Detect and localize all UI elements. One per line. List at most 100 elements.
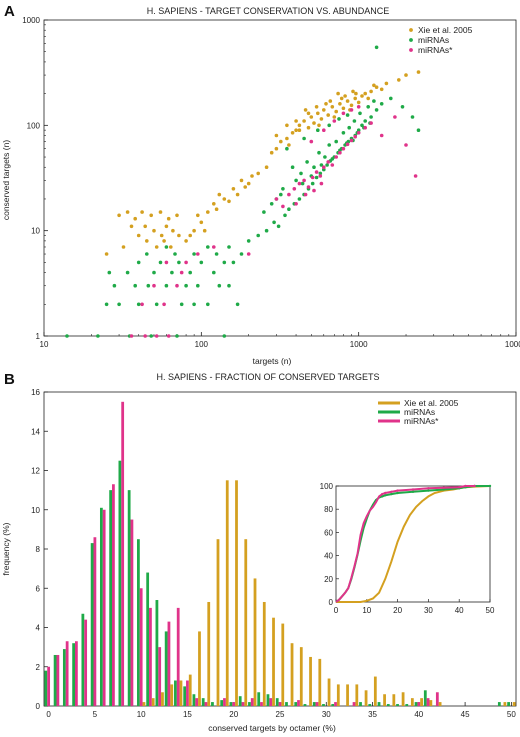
scatter-point-mirna — [269, 202, 274, 206]
scatter-point-mirna — [302, 136, 306, 141]
bar-mirnastar-20 — [232, 702, 236, 706]
inset-point-mirna — [442, 488, 445, 491]
scatter-point-xie — [274, 133, 279, 138]
scatter-point-xie — [314, 105, 319, 109]
scatter-point-mirna — [300, 181, 305, 186]
scatter-point-xie — [202, 228, 207, 233]
bar-xie-18 — [216, 539, 220, 706]
legend-a-xie-marker — [409, 28, 413, 32]
scatter-point-mirna — [347, 125, 352, 130]
inset-axes: 0 10 20 30 40 50 0 20 40 60 80 100 — [320, 482, 495, 615]
bar-mirnastar-17 — [204, 702, 208, 706]
b-ytick-label-8: 16 — [31, 388, 40, 397]
b-ytick-label-2: 4 — [36, 624, 41, 633]
panel-a-frame — [43, 19, 517, 337]
scatter-point-mirna — [305, 160, 309, 164]
legend-a-mirnastar-marker — [409, 48, 413, 52]
scatter-point-xie — [334, 109, 339, 114]
scatter-point-mirnastar — [287, 192, 291, 197]
scatter-point-xie — [353, 96, 358, 101]
scatter-point-mirna — [149, 334, 153, 338]
scatter-point-mirnastar — [166, 334, 171, 338]
scatter-point-mirnastar — [274, 197, 279, 201]
scatter-point-mirnastar — [179, 270, 184, 275]
scatter-point-xie — [303, 108, 308, 112]
scatter-point-xie — [317, 123, 321, 128]
scatter-point-xie — [196, 213, 200, 218]
scatter-point-mirnastar — [129, 334, 134, 338]
panel-a-title: H. SAPIENS - TARGET CONSERVATION VS. ABU… — [147, 6, 390, 16]
bar-mirna-15 — [183, 686, 187, 707]
inset-point-mirnastar — [411, 488, 415, 491]
b-xtick-label-8: 40 — [414, 710, 423, 719]
scatter-point-xie — [177, 233, 181, 238]
scatter-point-xie — [154, 245, 159, 249]
panel-a-points — [65, 45, 421, 338]
scatter-point-xie — [345, 99, 350, 103]
scatter-point-xie — [175, 213, 179, 218]
scatter-point-xie — [164, 224, 169, 229]
scatter-point-xie — [328, 99, 333, 103]
scatter-point-xie — [294, 128, 298, 132]
scatter-point-mirna — [173, 252, 177, 256]
bar-xie-23 — [262, 601, 266, 706]
scatter-point-xie — [171, 228, 175, 233]
panel-a-axes: 101001000100001101001000 — [22, 16, 520, 349]
scatter-point-mirnastar — [318, 174, 323, 178]
bar-xie-14 — [179, 680, 183, 706]
scatter-point-xie — [169, 245, 173, 249]
scatter-point-mirnastar — [175, 283, 179, 288]
bar-xie-33 — [355, 684, 359, 706]
scatter-point-xie — [285, 123, 289, 128]
scatter-point-mirna — [222, 334, 227, 338]
scatter-point-mirna — [217, 283, 222, 288]
scatter-point-xie — [214, 207, 219, 211]
scatter-point-mirna — [136, 302, 141, 307]
scatter-point-mirnastar — [184, 260, 188, 265]
bar-xie-49 — [503, 702, 507, 706]
scatter-point-mirna — [192, 302, 196, 307]
scatter-point-mirna — [334, 139, 339, 144]
scatter-point-mirna — [164, 283, 169, 288]
scatter-point-mirna — [281, 187, 285, 191]
inset-point-mirnastar — [427, 487, 430, 490]
b-xtick-label-9: 45 — [461, 710, 470, 719]
bar-mirnastar-33 — [352, 702, 356, 706]
scatter-point-mirnastar — [353, 134, 358, 139]
panel-a-xlabel: targets (n) — [253, 356, 292, 366]
scatter-point-xie — [239, 178, 244, 183]
bar-mirna-0 — [44, 670, 48, 706]
bar-mirnastar-2 — [65, 641, 69, 706]
scatter-point-mirnastar — [330, 163, 335, 167]
scatter-point-mirnastar — [303, 192, 308, 197]
scatter-point-mirnastar — [294, 202, 298, 206]
panel-b-ylabel: frequency (%) — [1, 522, 11, 575]
bar-mirna-12 — [155, 600, 159, 706]
bar-mirna-20 — [229, 702, 233, 706]
bar-xie-21 — [244, 539, 248, 706]
scatter-point-xie — [264, 165, 269, 169]
scatter-point-mirnastar — [319, 181, 324, 186]
bar-mirnastar-31 — [334, 702, 337, 706]
bar-mirna-41 — [423, 690, 427, 706]
panel-a-ylabel: conserved targets (n) — [1, 140, 11, 220]
scatter-point-mirna — [379, 102, 384, 106]
inset-point-mirnastar — [464, 484, 467, 488]
bar-mirna-1 — [53, 654, 57, 706]
scatter-point-mirna — [279, 192, 283, 197]
bar-xie-19 — [225, 480, 229, 706]
scatter-point-mirna — [285, 146, 289, 151]
scatter-point-mirnastar — [379, 133, 384, 138]
inset-point-mirnastar — [381, 492, 384, 496]
scatter-point-xie — [366, 96, 371, 101]
bar-xie-17 — [207, 601, 211, 706]
bar-mirna-2 — [62, 649, 66, 706]
bar-xie-16 — [198, 631, 201, 706]
scatter-point-mirna — [184, 283, 188, 288]
scatter-point-mirna — [416, 128, 421, 132]
bar-mirnastar-1 — [56, 654, 60, 706]
bar-xie-10 — [142, 702, 146, 706]
bar-mirna-30 — [322, 704, 325, 706]
bar-mirnastar-41 — [426, 698, 430, 706]
